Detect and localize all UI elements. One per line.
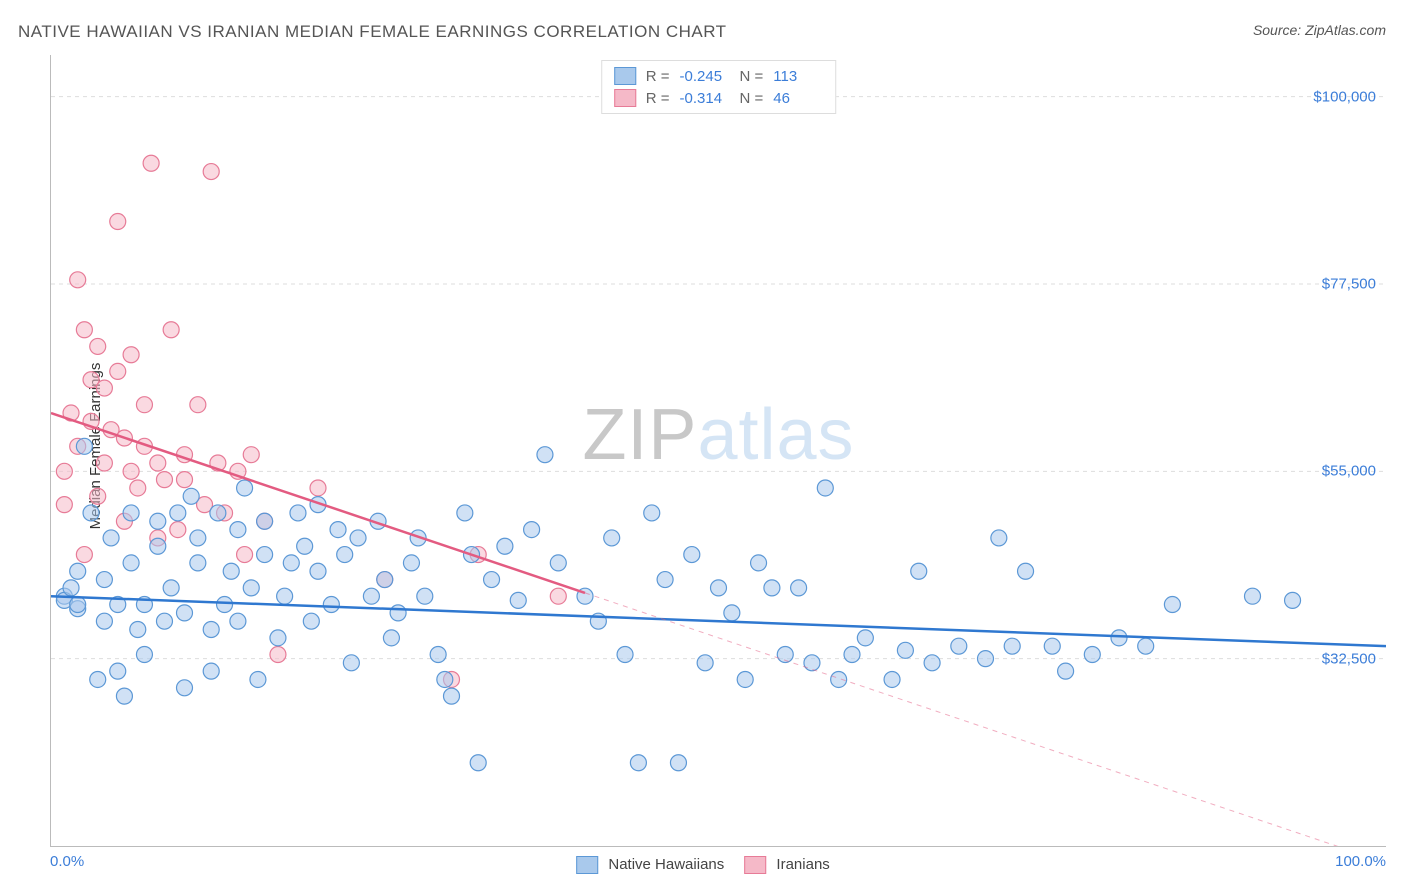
y-tick: $100,000 [1313, 88, 1376, 105]
correlation-legend: R = -0.245 N = 113 R = -0.314 N = 46 [601, 60, 837, 114]
plot-svg [51, 55, 1386, 846]
chart-container: NATIVE HAWAIIAN VS IRANIAN MEDIAN FEMALE… [0, 0, 1406, 892]
r-label: R = [646, 68, 670, 85]
r-value-hawaiians: -0.245 [680, 68, 730, 85]
r-value-iranians: -0.314 [680, 90, 730, 107]
legend-item: Iranians [744, 856, 830, 874]
swatch-hawaiians [576, 856, 598, 874]
x-tick-min: 0.0% [50, 853, 84, 870]
legend-label-hawaiians: Native Hawaiians [608, 856, 724, 873]
swatch-iranians [744, 856, 766, 874]
n-label: N = [740, 90, 764, 107]
swatch-hawaiians [614, 67, 636, 85]
y-tick: $32,500 [1322, 650, 1376, 667]
legend-item: Native Hawaiians [576, 856, 724, 874]
correlation-row: R = -0.245 N = 113 [614, 65, 824, 87]
n-value-hawaiians: 113 [773, 68, 823, 85]
y-tick: $55,000 [1322, 463, 1376, 480]
x-tick-max: 100.0% [1335, 853, 1386, 870]
correlation-row: R = -0.314 N = 46 [614, 87, 824, 109]
plot-area: ZIPatlas R = -0.245 N = 113 R = -0.314 N… [50, 55, 1386, 847]
y-tick: $77,500 [1322, 275, 1376, 292]
r-label: R = [646, 90, 670, 107]
source-citation: Source: ZipAtlas.com [1253, 22, 1386, 38]
series-legend: Native Hawaiians Iranians [576, 856, 830, 874]
legend-label-iranians: Iranians [776, 856, 829, 873]
n-value-iranians: 46 [773, 90, 823, 107]
chart-title: NATIVE HAWAIIAN VS IRANIAN MEDIAN FEMALE… [18, 22, 727, 42]
n-label: N = [740, 68, 764, 85]
swatch-iranians [614, 89, 636, 107]
